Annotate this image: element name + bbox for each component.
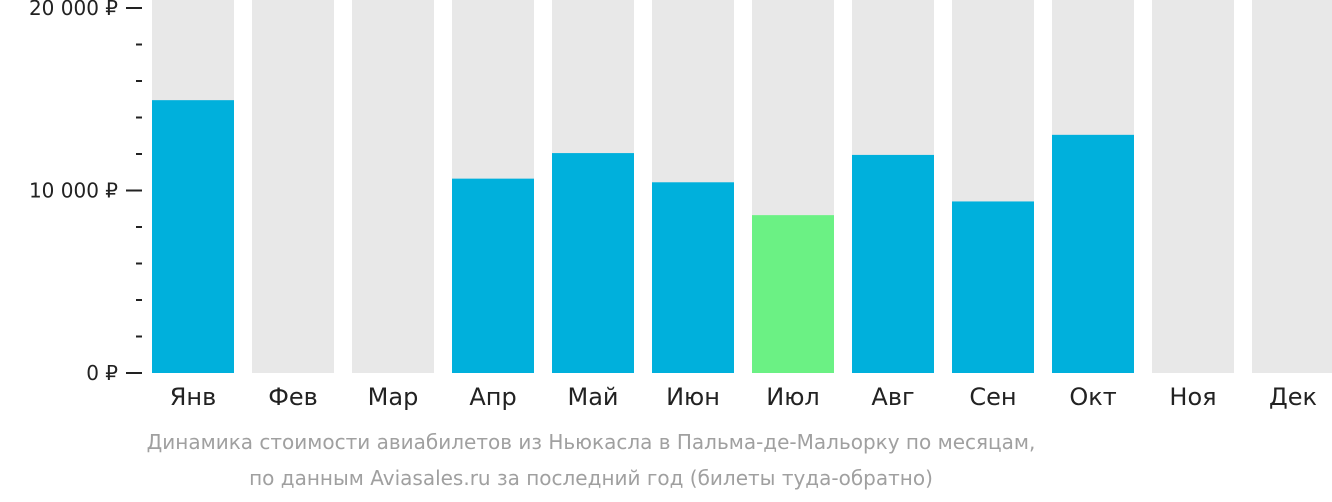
background-bar [1252, 0, 1332, 373]
x-tick-label: Сен [969, 383, 1016, 411]
x-tick-label: Фев [268, 383, 318, 411]
y-tick-label: 0 ₽ [86, 361, 118, 385]
background-bar [1152, 0, 1234, 373]
y-axis: 0 ₽ 10 000 ₽ 20 000 ₽ [29, 0, 142, 385]
bar-8[interactable] [852, 154, 934, 373]
x-tick-label: Апр [469, 383, 516, 411]
bar-1[interactable] [152, 100, 234, 373]
bar-6[interactable] [652, 182, 734, 373]
chart-caption-line2: по данным Aviasales.ru за последний год … [249, 466, 933, 490]
background-bar [352, 0, 434, 373]
chart-caption-line1: Динамика стоимости авиабилетов из Ньюкас… [146, 430, 1036, 454]
x-tick-label: Май [567, 383, 618, 411]
y-tick-label: 10 000 ₽ [29, 179, 118, 203]
x-tick-label: Ноя [1169, 383, 1216, 411]
x-tick-label: Дек [1269, 383, 1317, 411]
x-tick-label: Мар [368, 383, 419, 411]
x-tick-label: Авг [871, 383, 914, 411]
x-axis: Янв Фев Мар Апр Май Июн Июл Авг Сен Окт Ноя Дек [170, 383, 1317, 411]
x-tick-label: Янв [170, 383, 217, 411]
background-bar [252, 0, 334, 373]
background-bars [152, 0, 1332, 373]
bar-4[interactable] [452, 178, 534, 373]
bar-9[interactable] [952, 201, 1034, 373]
x-tick-label: Окт [1069, 383, 1116, 411]
x-tick-label: Июл [766, 383, 820, 411]
bar-7[interactable] [752, 215, 834, 373]
data-bars [152, 100, 1134, 373]
bar-10[interactable] [1052, 134, 1134, 373]
price-bar-chart: 0 ₽ 10 000 ₽ 20 000 ₽ Янв Фев Мар Апр Май Июн Ию… [29, 0, 1332, 411]
y-tick-label: 20 000 ₽ [29, 0, 118, 20]
bar-5[interactable] [552, 153, 634, 373]
x-tick-label: Июн [666, 383, 720, 411]
